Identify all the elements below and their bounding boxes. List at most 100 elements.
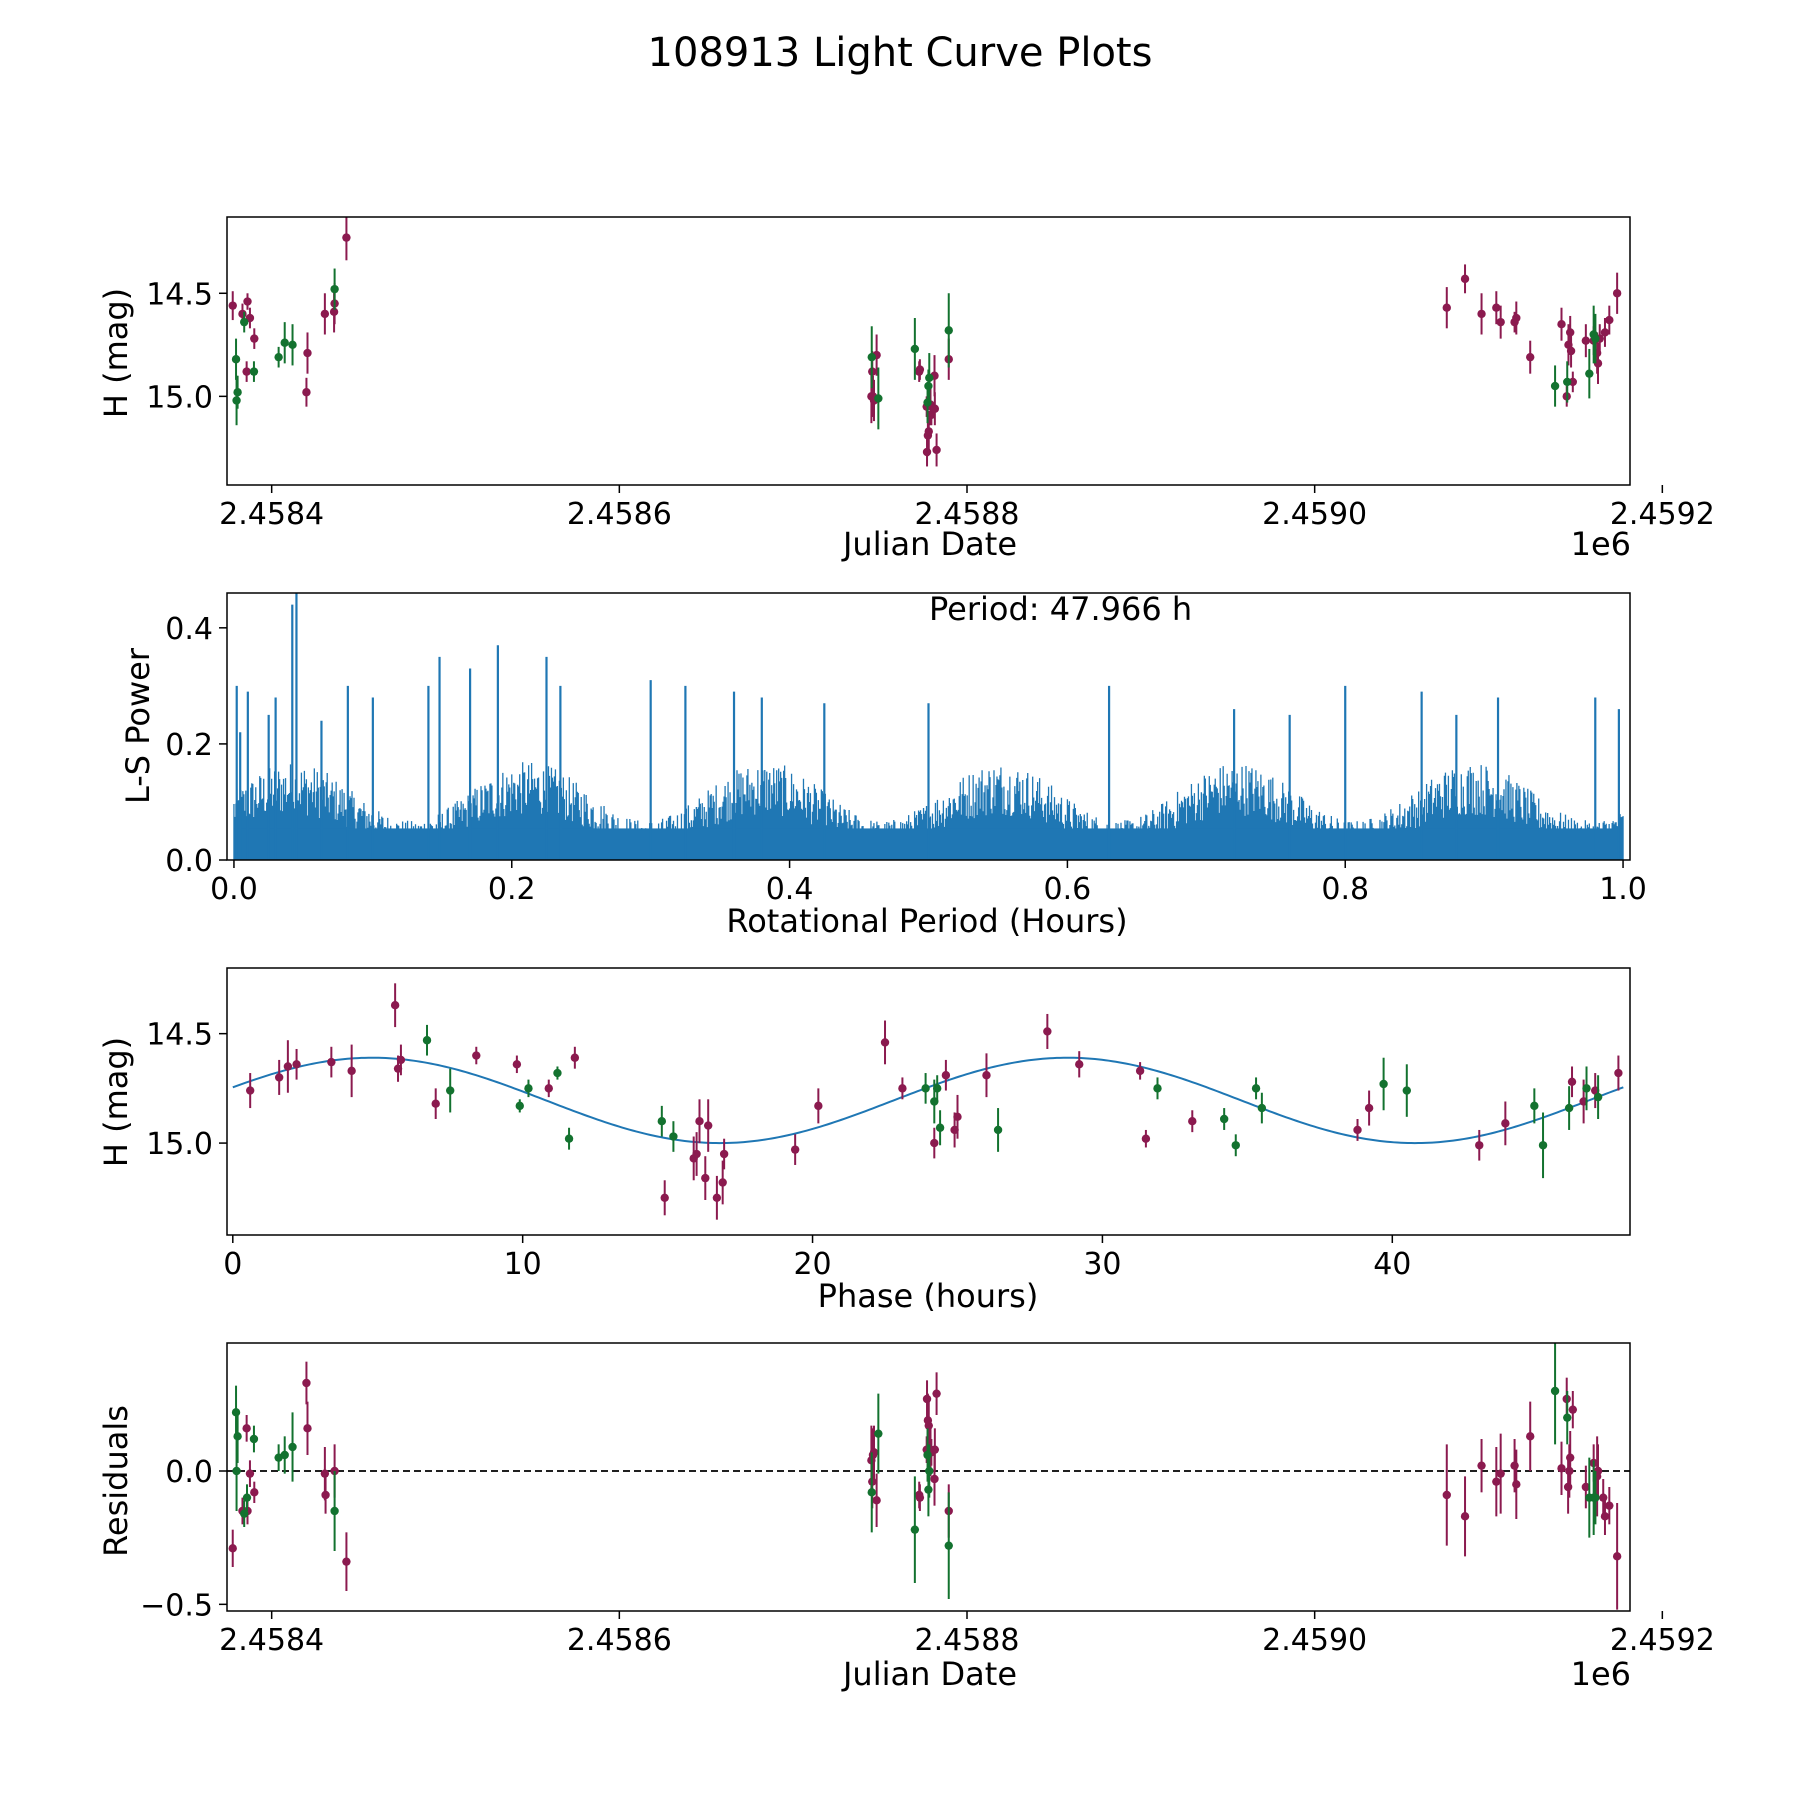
- phased-x-tick-label: 20: [793, 1247, 831, 1282]
- residuals-data-point-filter_b: [288, 1442, 297, 1452]
- phased-data-point-filter_b: [1251, 1084, 1261, 1093]
- residuals-data-point-filter_b: [1563, 1413, 1572, 1422]
- phased-data-point-filter_a: [245, 1086, 255, 1095]
- phased-data-point-filter_b: [515, 1101, 524, 1111]
- periodogram-x-axis-label: Rotational Period (Hours): [726, 902, 1127, 940]
- phased-data-point-filter_a: [719, 1149, 729, 1159]
- periodogram-x-tick-label: 1.0: [1599, 872, 1647, 907]
- lightcurve-data-point-filter_a: [1492, 303, 1501, 312]
- residuals-data-point-filter_b: [231, 1408, 241, 1417]
- phased-data-point-filter_b: [935, 1123, 945, 1132]
- phased-data-point-filter_a: [512, 1060, 522, 1069]
- periodogram-x-tick-label: 0.6: [1044, 872, 1092, 907]
- lightcurve-y-tick-label: 14.5: [146, 277, 213, 312]
- lightcurve-data-point-filter_a: [932, 445, 941, 455]
- residuals-data-point-filter_b: [944, 1541, 953, 1550]
- phased-data-point-filter_a: [283, 1062, 293, 1071]
- phased-data-point-filter_a: [701, 1173, 710, 1183]
- phased-x-tick-label: 30: [1083, 1247, 1121, 1282]
- residuals-data-point-filter_a: [321, 1490, 330, 1500]
- lightcurve-y-axis-label: H (mag): [97, 288, 135, 418]
- lightcurve-data-point-filter_a: [243, 297, 252, 306]
- lightcurve-axes-ticks: 2.4584 2.4586 2.4588 2.4590 2.4592 15.0 14.5: [146, 216, 1715, 532]
- residuals-data-point-filter_a: [1492, 1477, 1501, 1486]
- residuals-data-point-filter_b: [240, 1509, 249, 1518]
- phased-data-point-filter_a: [1475, 1141, 1484, 1150]
- lightcurve-data-point-filter_b: [330, 284, 339, 294]
- phased-data-point-filter_a: [292, 1060, 301, 1069]
- periodogram-axes-ticks: 0.0 0.2 0.4 0.6 0.8 1.0 0.0 0.2 0.4: [165, 592, 1647, 907]
- phased-data-point-filter_a: [570, 1053, 580, 1062]
- residuals-data-point-filter_a: [1526, 1432, 1535, 1441]
- phased-data-point-filter_a: [718, 1178, 727, 1187]
- residuals-data-point-filter_a: [242, 1424, 251, 1433]
- phased-y-axis-label: H (mag): [97, 1037, 135, 1167]
- residuals-y-tick-label: −0.5: [140, 1588, 213, 1623]
- phased-data-point-filter_b: [1231, 1141, 1240, 1150]
- lightcurve-data-point-filter_b: [249, 367, 259, 376]
- residuals-data-point-filter_a: [1568, 1405, 1578, 1414]
- residuals-data-point-filter_b: [923, 1450, 932, 1460]
- periodogram-plot-area: [233, 593, 1624, 860]
- periodogram-annotation: Period: 47.966 h: [929, 590, 1192, 628]
- residuals-data-point-filter_a: [932, 1389, 941, 1398]
- phased-plot-area: [232, 983, 1624, 1220]
- lightcurve-data-point-filter_a: [250, 334, 259, 343]
- phased-panel: 0 10 20 30 40 15.0 14.5 Phase (hours) H (mag): [97, 967, 1631, 1315]
- phased-data-point-filter_b: [932, 1084, 942, 1093]
- phased-axes-frame: [226, 967, 1631, 1236]
- phased-data-point-filter_a: [472, 1051, 481, 1060]
- periodogram-panel: 0.0 0.2 0.4 0.6 0.8 1.0 0.0 0.2 0.4 Period: 47.9…: [119, 590, 1647, 940]
- lightcurve-data-point-filter_a: [303, 348, 312, 358]
- periodogram-y-tick-label: 0.4: [165, 612, 213, 647]
- phased-data-point-filter_a: [660, 1193, 669, 1202]
- phased-data-point-filter_a: [1075, 1060, 1084, 1069]
- phased-data-point-filter_a: [1567, 1077, 1577, 1087]
- lightcurve-data-point-filter_a: [242, 367, 251, 376]
- phased-data-point-filter_b: [553, 1068, 562, 1078]
- lightcurve-data-point-filter_a: [1477, 309, 1486, 319]
- phased-data-point-filter_a: [1364, 1103, 1374, 1113]
- lightcurve-data-point-filter_b: [231, 355, 241, 364]
- phased-x-tick-label: 0: [223, 1247, 242, 1282]
- phased-data-point-filter_a: [695, 1116, 704, 1126]
- phased-axes-ticks: 0 10 20 30 40 15.0 14.5: [146, 967, 1631, 1282]
- phased-data-point-filter_a: [814, 1101, 823, 1111]
- phased-data-point-filter_b: [1402, 1086, 1411, 1095]
- periodogram-y-tick-label: 0.2: [165, 728, 213, 763]
- lightcurve-data-point-filter_b: [233, 388, 242, 397]
- phased-data-point-filter_a: [1135, 1066, 1145, 1076]
- lightcurve-data-point-filter_a: [1526, 352, 1535, 362]
- phased-data-point-filter_b: [657, 1116, 667, 1126]
- lightcurve-data-point-filter_a: [302, 388, 311, 397]
- lightcurve-data-point-filter_a: [1442, 303, 1451, 312]
- lightcurve-axes-frame: [226, 216, 1631, 486]
- phased-data-point-filter_a: [1141, 1134, 1151, 1143]
- lightcurve-data-point-filter_a: [238, 309, 247, 319]
- phased-data-point-filter_a: [327, 1057, 336, 1067]
- phased-data-point-filter_b: [422, 1036, 432, 1045]
- phased-data-point-filter_a: [431, 1099, 440, 1108]
- lightcurve-x-tick-label: 2.4586: [567, 497, 672, 532]
- residuals-data-point-filter_a: [924, 1421, 933, 1430]
- phased-data-point-filter_a: [1188, 1116, 1197, 1126]
- residuals-data-point-filter_a: [1581, 1482, 1591, 1492]
- phased-data-point-filter_a: [347, 1066, 356, 1076]
- figure-title: 108913 Light Curve Plots: [648, 30, 1153, 76]
- phased-x-tick-label: 40: [1373, 1247, 1411, 1282]
- residuals-panel: 2.4584 2.4586 2.4588 2.4590 2.4592 0.0 −0.5 Ju…: [97, 1342, 1715, 1693]
- residuals-plot-area: [227, 1343, 1630, 1610]
- lightcurve-data-point-filter_b: [1550, 381, 1560, 391]
- phased-data-point-filter_b: [1530, 1101, 1539, 1111]
- lightcurve-x-tick-label: 2.4590: [1262, 497, 1367, 532]
- residuals-data-point-filter_a: [302, 1378, 311, 1388]
- phased-data-point-filter_a: [953, 1112, 962, 1122]
- phased-data-layer: [232, 983, 1624, 1220]
- lightcurve-data-point-filter_a: [1557, 320, 1566, 329]
- residuals-data-point-filter_a: [250, 1488, 259, 1497]
- residuals-data-point-filter_b: [232, 1466, 241, 1476]
- lightcurve-x-axis-label: Julian Date: [841, 525, 1017, 563]
- lightcurve-data-point-filter_a: [1566, 346, 1576, 356]
- residuals-data-point-filter_a: [1599, 1493, 1608, 1502]
- lightcurve-data-point-filter_a: [915, 365, 925, 374]
